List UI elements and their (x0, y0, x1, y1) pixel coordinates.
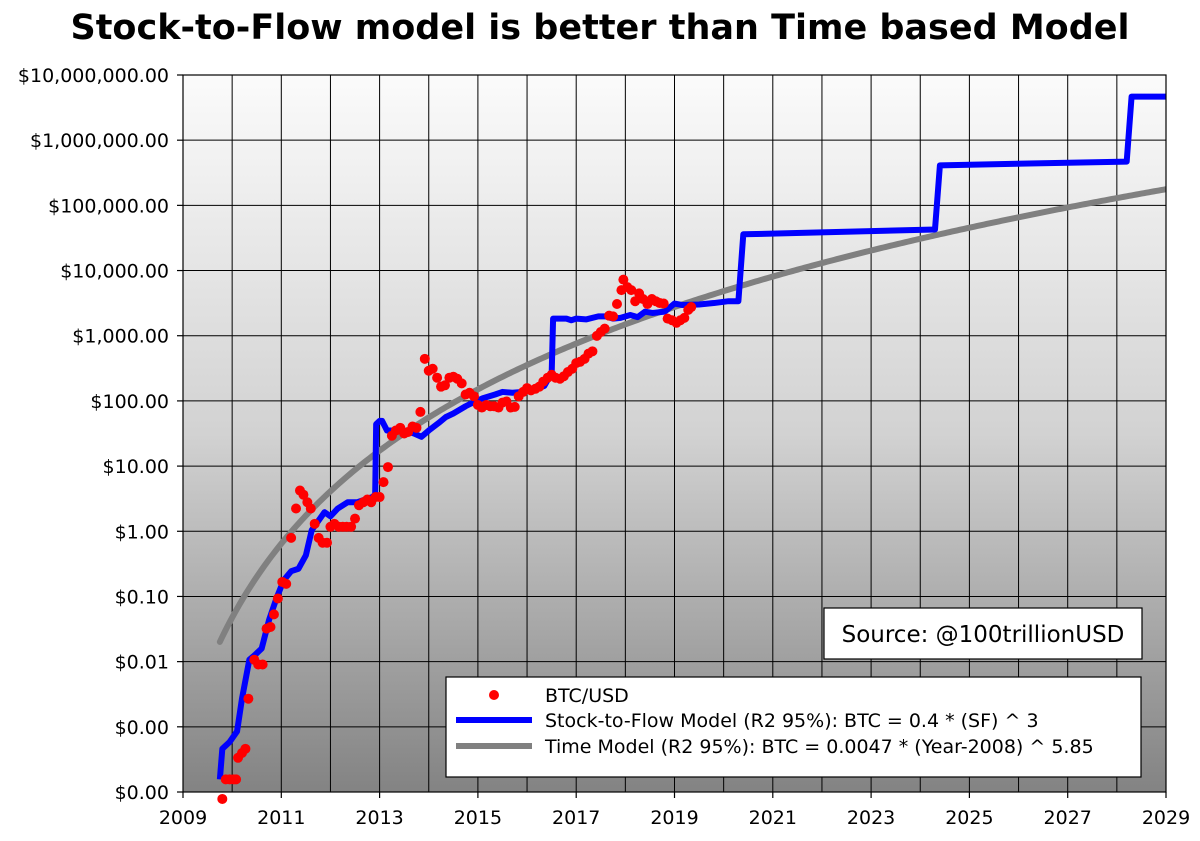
btc-price-point (415, 406, 426, 417)
btc-price-point (268, 609, 279, 620)
btc-price-point (298, 489, 309, 500)
source-annotation-box: Source: @100trillionUSD (823, 607, 1143, 660)
x-tick-label: 2025 (945, 807, 993, 829)
btc-price-point (322, 537, 333, 548)
btc-price-point (291, 503, 302, 514)
btc-price-point (272, 593, 283, 604)
btc-price-point (626, 285, 637, 296)
btc-price-point (378, 477, 389, 488)
btc-price-point (509, 401, 520, 412)
source-annotation: Source: @100trillionUSD (842, 622, 1125, 648)
btc-price-point (599, 323, 610, 334)
btc-price-point (240, 743, 251, 754)
btc-price-point (611, 299, 622, 309)
btc-price-point (382, 462, 393, 473)
btc-price-point (374, 492, 385, 503)
btc-price-point (286, 532, 297, 543)
btc-price-point (658, 298, 669, 309)
y-tick-label: $100.00 (90, 391, 169, 413)
legend: BTC/USD Stock-to-Flow Model (R2 95%): BT… (445, 676, 1142, 778)
btc-price-point (257, 659, 268, 670)
btc-price-point (608, 311, 619, 322)
btc-price-point (419, 353, 430, 364)
y-tick-label: $0.10 (115, 586, 169, 608)
chart-title: Stock-to-Flow model is better than Time … (70, 8, 1130, 48)
x-tick-label: 2019 (650, 807, 698, 829)
x-tick-label: 2029 (1142, 807, 1190, 829)
y-tick-label: $10.00 (103, 456, 169, 478)
x-tick-label: 2013 (355, 807, 403, 829)
btc-price-point (630, 296, 641, 307)
x-tick-label: 2015 (454, 807, 502, 829)
legend-label-s2f: Stock-to-Flow Model (R2 95%): BTC = 0.4 … (545, 710, 1039, 732)
y-tick-label: $0.00 (115, 782, 169, 804)
btc-price-point (686, 302, 697, 313)
x-tick-label: 2021 (749, 807, 797, 829)
y-tick-label: $0.00 (115, 717, 169, 739)
btc-price-point (346, 521, 357, 532)
btc-price-point (468, 391, 479, 402)
series-line-stock-to-flow (216, 93, 1166, 780)
btc-price-point (231, 774, 242, 785)
btc-price-point (305, 503, 316, 514)
y-tick-label: $0.01 (115, 652, 169, 674)
btc-price-point (456, 378, 467, 389)
x-tick-label: 2027 (1044, 807, 1092, 829)
y-tick-label: $1,000.00 (72, 326, 169, 348)
btc-price-point (217, 793, 228, 804)
btc-price-point (243, 693, 254, 704)
btc-price-point (350, 513, 361, 524)
btc-price-point (439, 380, 450, 391)
btc-price-point (587, 346, 598, 357)
btc-price-point (618, 274, 629, 285)
x-tick-label: 2009 (159, 807, 207, 829)
x-tick-label: 2011 (257, 807, 305, 829)
y-tick-label: $10,000.00 (60, 261, 169, 283)
btc-price-point (309, 518, 320, 529)
legend-label-btc: BTC/USD (545, 685, 629, 707)
y-tick-label: $100,000.00 (48, 195, 169, 217)
y-tick-label: $1.00 (115, 521, 169, 543)
y-tick-label: $1,000,000.00 (30, 130, 169, 152)
btc-price-point (427, 363, 438, 374)
btc-price-point (432, 372, 443, 383)
btc-price-point (679, 312, 690, 323)
x-tick-label: 2017 (552, 807, 600, 829)
y-tick-label: $10,000,000.00 (18, 65, 169, 87)
legend-label-time: Time Model (R2 95%): BTC = 0.0047 * (Yea… (544, 736, 1094, 758)
btc-price-point (411, 422, 422, 433)
btc-price-point (265, 622, 276, 633)
x-tick-label: 2023 (847, 807, 895, 829)
btc-price-point (281, 578, 292, 589)
legend-marker-btc (489, 690, 499, 700)
